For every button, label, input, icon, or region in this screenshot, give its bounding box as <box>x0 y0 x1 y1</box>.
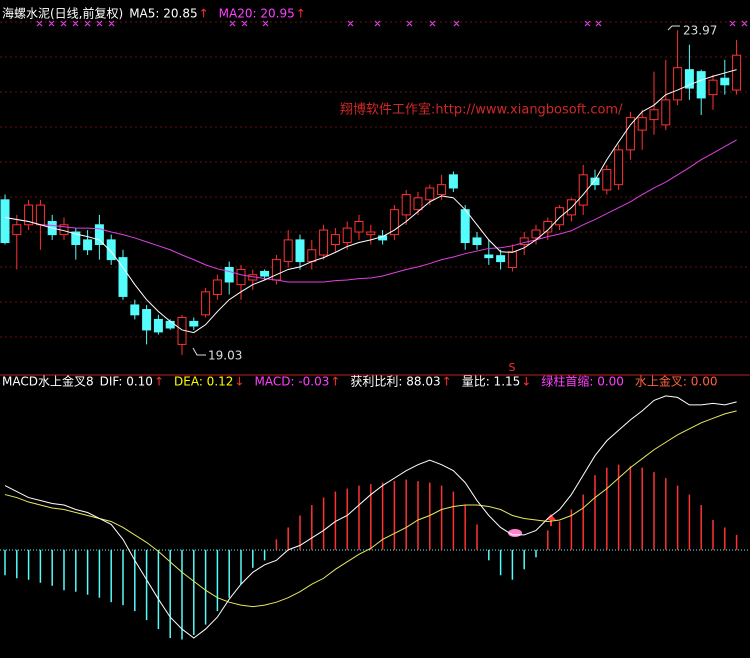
annotation: 19.03 <box>208 349 242 363</box>
candle-body <box>413 197 423 211</box>
annotation-pointer <box>192 347 206 356</box>
signal-arrow <box>546 514 556 526</box>
ma5-line <box>4 69 737 334</box>
candle-body <box>637 117 647 131</box>
candle-body <box>342 227 352 244</box>
candle-body <box>189 320 199 327</box>
legend-entry: 水上金叉: 0.00 <box>635 374 718 389</box>
candle-body <box>201 291 211 316</box>
legend-arrow: ↓ <box>521 375 531 389</box>
candle-body <box>507 251 517 268</box>
candle-body <box>83 239 93 251</box>
candle-body <box>271 259 281 281</box>
legend-arrow: ↑ <box>154 375 164 389</box>
candle-body <box>578 174 588 206</box>
candle-body <box>460 209 470 244</box>
legend-arrow: ↑ <box>330 375 340 389</box>
candle-body <box>673 67 683 101</box>
candle-body <box>496 255 506 263</box>
candle-body <box>437 184 447 196</box>
panel-title: 海螺水泥(日线,前复权) <box>2 6 123 21</box>
candle-body <box>696 71 706 99</box>
candle-body <box>472 237 482 245</box>
candle-body <box>649 109 659 121</box>
candle-body <box>684 69 694 89</box>
candle-body <box>389 209 399 236</box>
legend-entry: MACD: -0.03 <box>254 375 329 389</box>
candle-body <box>425 187 435 201</box>
candle-body <box>283 239 293 263</box>
signal-label: S <box>509 361 516 374</box>
annotation: 23.97 <box>683 24 717 38</box>
candle-body <box>24 204 34 226</box>
grid <box>0 21 750 338</box>
candle-body <box>330 234 340 245</box>
ma20-line <box>4 139 737 283</box>
legend-entry: 绿柱首缩: 0.00 <box>541 374 624 389</box>
candle-body <box>401 194 411 216</box>
candle-body <box>165 320 175 329</box>
candle-body <box>130 304 140 316</box>
dea-line <box>4 410 737 608</box>
legend-entry: DEA: 0.12 <box>174 375 233 389</box>
candle-body <box>708 79 718 96</box>
candle-body <box>0 199 10 244</box>
panel-title: MACD水上金叉8 <box>2 374 94 389</box>
candle-body <box>12 224 22 236</box>
candle-body <box>590 177 600 186</box>
candle-body <box>555 207 565 226</box>
candle-body <box>35 204 45 226</box>
candle-body <box>661 99 671 126</box>
watermark: 翔博软件工作室:http://www.xiangbosoft.com/ <box>340 102 623 118</box>
legend-arrow: ↑ <box>296 7 306 21</box>
candle-body <box>142 309 152 331</box>
candle-body <box>71 231 81 245</box>
candle-body <box>531 229 541 239</box>
signal-cross <box>36 20 748 27</box>
legend-entry: MA20: 20.95 <box>219 7 295 21</box>
candle-body <box>602 169 612 191</box>
candle-body <box>625 117 635 151</box>
candle-body <box>720 77 730 86</box>
annotation-pointer <box>667 25 680 31</box>
candle-body <box>212 279 222 295</box>
candle-body <box>366 231 376 236</box>
candle-body <box>484 254 494 259</box>
candle-body <box>106 239 116 261</box>
legend-entry: MA5: 20.85 <box>129 7 197 21</box>
legend-entry: 获利比利: 88.03 <box>350 375 440 389</box>
candle-body <box>118 257 128 297</box>
legend-entry: 量比: 1.15 <box>462 375 521 389</box>
legend-arrow: ↑ <box>199 7 209 21</box>
candle-body <box>224 266 234 283</box>
dif-line <box>4 395 737 639</box>
candle-body <box>448 174 458 189</box>
candle-body <box>614 149 624 186</box>
candle-body <box>319 229 329 256</box>
candle-body <box>354 220 364 233</box>
candle-body <box>236 268 246 286</box>
candle-body <box>543 220 553 233</box>
candle-body <box>295 239 305 263</box>
candle-body <box>307 249 317 263</box>
candle-body <box>153 318 163 333</box>
candle-body <box>260 270 270 277</box>
legend-entry: DIF: 0.10 <box>100 375 153 389</box>
candle-body <box>94 224 104 245</box>
legend-arrow: ↑ <box>442 375 452 389</box>
signal-crosses <box>36 20 748 27</box>
legend-arrow: ↓ <box>234 375 244 389</box>
candle-body <box>732 54 742 91</box>
